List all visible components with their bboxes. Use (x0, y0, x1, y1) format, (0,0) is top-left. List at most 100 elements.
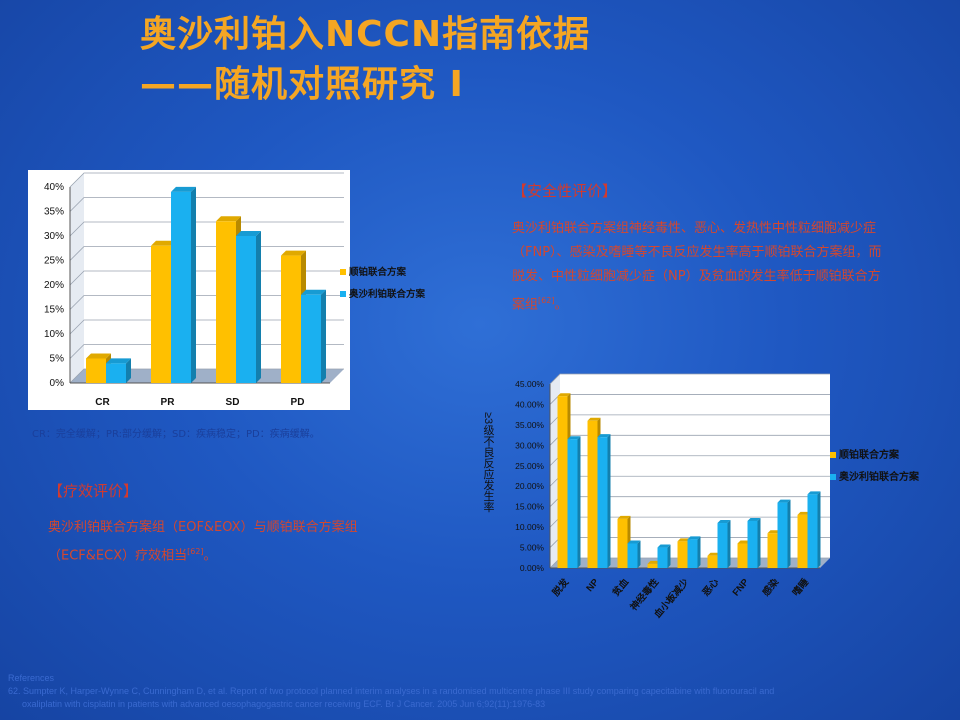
bar-side (817, 491, 821, 568)
y-tick-label: 35.00% (515, 420, 544, 430)
abbreviation-note: CR：完全缓解；PR:部分缓解；SD：疾病稳定；PD：疾病缓解。 (32, 429, 320, 440)
reference-line-2: oxaliplatin with cisplatin in patients w… (22, 699, 546, 709)
bar-top (236, 231, 261, 236)
bar-top (647, 560, 661, 564)
y-tick-label: 20.00% (515, 481, 544, 491)
gridline (69, 197, 344, 212)
bar-top (171, 186, 196, 192)
bar (597, 437, 608, 568)
legend-label: 顺铂联合方案 (349, 266, 407, 278)
bar (777, 502, 788, 568)
bar (717, 523, 728, 568)
y-tick-label: 15% (44, 305, 64, 316)
gridline (69, 221, 344, 237)
bar-top (687, 536, 701, 540)
safety-end: 。 (554, 297, 568, 313)
safety-reference: [62] (538, 296, 555, 305)
safety-heading: 【安全性评价】 (512, 182, 618, 200)
chart-floor (70, 369, 344, 383)
bar-top (627, 540, 641, 544)
efficacy-reference: [62] (187, 547, 204, 556)
bar-top (86, 353, 111, 359)
bar (767, 533, 778, 568)
y-tick-label: 10% (44, 329, 64, 340)
y-tick-label: 0% (50, 378, 65, 389)
bar (557, 396, 568, 568)
y-tick-label: 5.00% (520, 543, 545, 553)
bar-side (577, 436, 581, 568)
bar (797, 514, 808, 568)
bar-top (807, 491, 821, 495)
bar (216, 221, 236, 383)
title-line-2: ——随机对照研究 I (140, 64, 464, 105)
legend-label: 奥沙利铂联合方案 (839, 470, 920, 483)
legend-swatch (340, 269, 346, 275)
x-tick-label: 贫血 (610, 576, 632, 599)
y-tick-label: 30.00% (515, 440, 544, 450)
gridline (549, 373, 830, 385)
x-tick-label: 感染 (760, 576, 782, 599)
y-tick-label: 25% (44, 256, 64, 267)
efficacy-paragraph: 奥沙利铂联合方案组（EOF&EOX）与顺铂联合方案组（ECF&ECX）疗效相当[… (48, 516, 418, 568)
y-tick-label: 0.00% (520, 563, 545, 573)
x-tick-label: 嗜睡 (790, 576, 812, 599)
bar (657, 547, 668, 568)
bar-top (106, 358, 131, 364)
bar (677, 541, 688, 568)
legend-swatch (340, 291, 346, 297)
bar (807, 494, 818, 568)
bar-top (747, 517, 761, 521)
bar-top (737, 540, 751, 544)
legend-label: 奥沙利铂联合方案 (348, 288, 426, 300)
bar (106, 363, 126, 383)
bar (236, 236, 256, 383)
bar-side (607, 434, 611, 568)
y-tick-label: 40.00% (515, 399, 544, 409)
bar (747, 520, 758, 568)
y-tick-label: 5% (50, 354, 65, 365)
y-tick-label: 25.00% (515, 461, 544, 471)
bar-top (717, 520, 731, 524)
adverse-events-chart: 0.00% 5.00% 10.00% 15.00% 20.00% 25.00% 30.00%… (482, 373, 920, 620)
legend-swatch (830, 452, 836, 458)
y-tick-label: 30% (44, 231, 64, 242)
bar-side (256, 231, 261, 383)
reference-line-1: 62. Sumpter K, Harper-Wynne C, Cunningha… (8, 686, 775, 696)
bar-side (667, 544, 671, 568)
efficacy-text: 奥沙利铂联合方案组（EOF&EOX）与顺铂联合方案组（ECF&ECX）疗效相当 (48, 520, 358, 564)
bar (617, 518, 628, 568)
bar-top (657, 544, 671, 548)
bar-side (637, 540, 641, 568)
bar (567, 439, 578, 568)
legend-label: 顺铂联合方案 (839, 448, 900, 461)
references-label: References (8, 673, 55, 683)
bar-top (797, 511, 811, 515)
bar-top (597, 434, 611, 438)
y-tick-label: 15.00% (515, 502, 544, 512)
bar (737, 543, 748, 568)
x-tick-label: 脱发 (550, 576, 572, 599)
bar-side (757, 517, 761, 568)
title-line-1: 奥沙利铂入NCCN指南依据 (140, 14, 591, 55)
gridline (69, 172, 344, 188)
safety-text: 奥沙利铂联合方案组神经毒性、恶心、发热性中性粒细胞减少症（FNP）、感染及嗜睡等… (512, 221, 882, 313)
efficacy-end: 。 (203, 548, 217, 564)
y-tick-label: 40% (44, 182, 64, 193)
slide-title: 奥沙利铂入NCCN指南依据 ——随机对照研究 I (140, 10, 590, 110)
bar-top (281, 250, 306, 256)
bar (587, 420, 598, 568)
x-tick-label: CR (95, 397, 110, 408)
bar-top (767, 530, 781, 534)
references: References 62. Sumpter K, Harper-Wynne C… (8, 672, 958, 711)
bar-top (587, 417, 601, 421)
bar (707, 555, 718, 568)
bar-side (321, 289, 326, 383)
y-tick-label: 20% (44, 280, 64, 291)
bar (647, 563, 658, 568)
bar-top (617, 515, 631, 519)
bar-top (567, 436, 581, 440)
bar-side (727, 520, 731, 568)
bar (171, 191, 191, 383)
bar-side (126, 358, 131, 383)
bar-top (707, 552, 721, 556)
